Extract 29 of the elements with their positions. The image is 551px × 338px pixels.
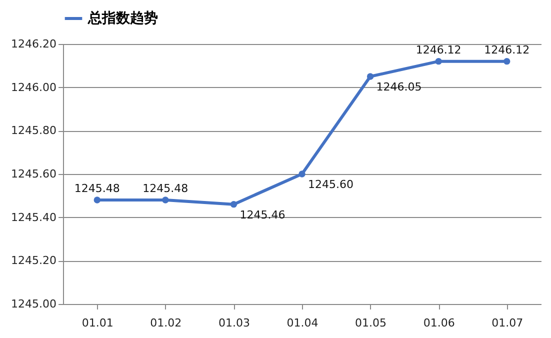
point (94, 196, 100, 204)
x-tick-label: 01.07 (492, 316, 524, 330)
y-tick-label: 1245.60 (11, 168, 56, 180)
data-label: 1245.46 (240, 208, 286, 222)
x-tick-label: 01.05 (355, 316, 387, 330)
data-label: 1246.05 (376, 80, 422, 94)
x-tick-label: 01.06 (423, 316, 455, 330)
data-label: 1245.48 (74, 182, 120, 195)
x-tick-label: 01.04 (286, 316, 318, 330)
x-tick-label: 01.03 (218, 316, 250, 330)
y-tick-label: 1245.40 (11, 210, 56, 224)
point (366, 73, 374, 80)
point (435, 58, 442, 65)
y-tick-label: 1245.00 (11, 298, 56, 310)
point (162, 196, 169, 204)
data-label: 1245.48 (142, 182, 188, 195)
point (298, 170, 306, 178)
point (504, 58, 510, 65)
y-tick-label: 1245.80 (11, 124, 56, 138)
y-tick-label: 1246.20 (11, 38, 56, 50)
data-label: 1246.12 (484, 43, 530, 56)
x-tick-label: 01.02 (150, 316, 182, 330)
legend-label: 总指数趋势 (87, 10, 158, 26)
point (230, 200, 238, 208)
y-tick-label: 1246.00 (11, 80, 56, 94)
data-label: 1246.12 (416, 43, 462, 56)
data-label: 1245.60 (308, 178, 354, 191)
x-tick-label: 01.01 (82, 316, 114, 330)
y-tick-label: 1245.20 (11, 254, 56, 268)
